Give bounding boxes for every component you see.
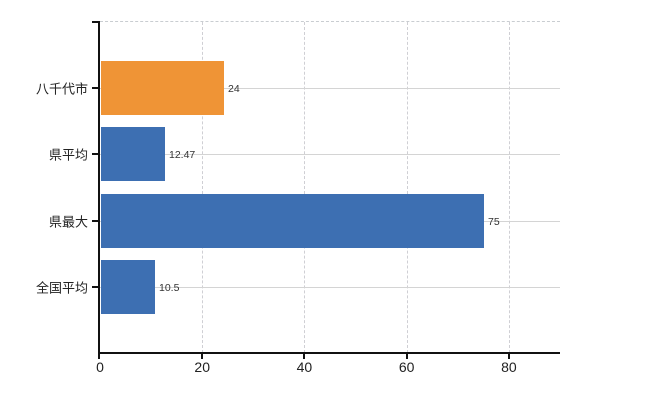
x-axis-tick (507, 354, 510, 359)
y-axis-top-tick (92, 21, 100, 23)
category-label: 全国平均 (35, 280, 88, 296)
x-gridline (202, 22, 204, 353)
bar-2 (101, 194, 484, 248)
x-tick-label: 40 (296, 359, 313, 375)
x-axis-tick (201, 354, 204, 359)
category-gridline (100, 88, 560, 89)
x-axis-tick (303, 354, 306, 359)
category-label: 県最大 (48, 214, 88, 230)
x-gridline (304, 22, 306, 353)
x-tick-label: 20 (194, 359, 211, 375)
category-label: 八千代市 (35, 81, 88, 97)
bar-value-label: 75 (488, 216, 500, 228)
plot-top-border (100, 21, 560, 22)
category-tick (92, 153, 100, 155)
x-gridline (508, 22, 510, 353)
x-axis-tick (405, 354, 408, 359)
bar-value-label: 24 (228, 83, 240, 95)
bar-value-label: 12.47 (169, 149, 196, 161)
x-gridline (406, 22, 408, 353)
y-axis-line (98, 22, 100, 359)
bar-value-label: 10.5 (159, 282, 180, 294)
x-tick-label: 60 (398, 359, 415, 375)
category-gridline (100, 154, 560, 155)
x-tick-label: 80 (501, 359, 517, 375)
x-axis-line (98, 352, 560, 354)
category-tick (92, 286, 100, 288)
bar-1 (101, 127, 165, 181)
category-label: 県平均 (48, 147, 88, 163)
category-gridline (100, 287, 560, 288)
bar-0 (101, 61, 224, 115)
category-tick (92, 220, 100, 222)
x-tick-label: 0 (96, 359, 104, 375)
category-tick (92, 87, 100, 89)
bar-3 (101, 260, 155, 314)
